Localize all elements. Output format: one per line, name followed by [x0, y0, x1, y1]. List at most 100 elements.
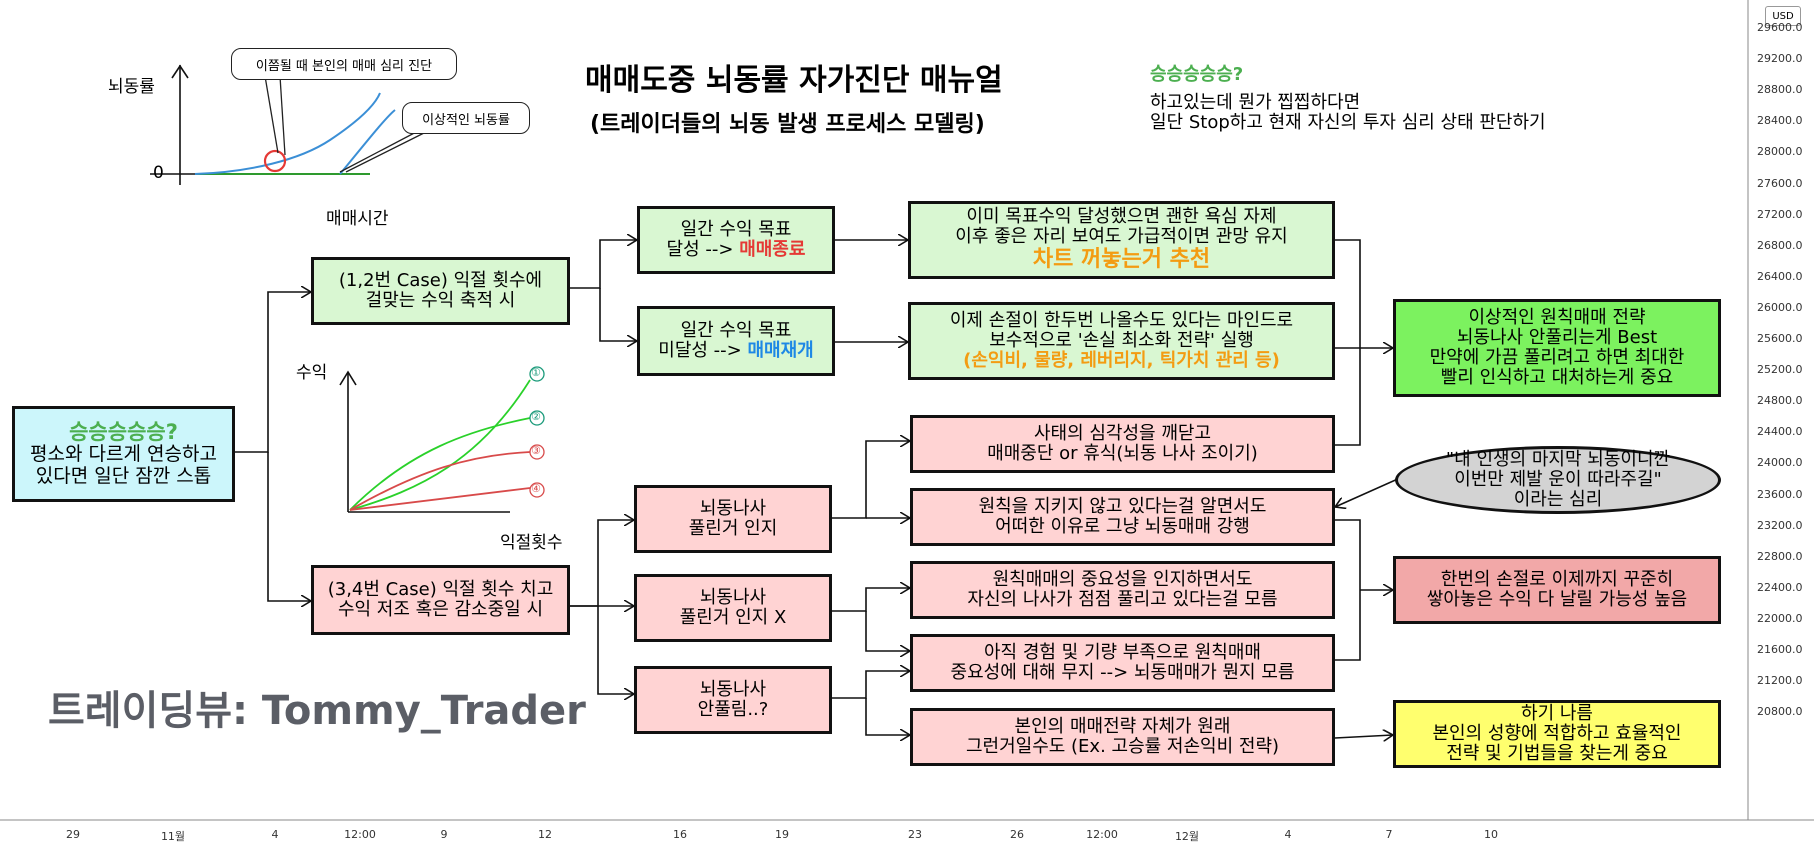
marker-3: ③	[531, 444, 541, 457]
time-tick: 16	[673, 828, 687, 841]
trade-time-axis-label: 매매시간	[326, 209, 389, 229]
marker-4: ④	[531, 482, 541, 495]
goal-unmet-prefix: 미달성 -->	[658, 340, 748, 361]
currency-badge[interactable]: USD	[1765, 6, 1801, 26]
case-12-line-1: (1,2번 Case) 익절 횟수에	[338, 270, 543, 291]
price-tick: 29600.0	[1757, 21, 1803, 34]
price-tick: 24400.0	[1757, 425, 1803, 438]
zero-label: 0	[153, 163, 164, 183]
time-tick: 26	[1010, 828, 1024, 841]
goal-met-line-2: 달성 --> 매매종료	[667, 240, 806, 260]
page-subtitle: (트레이더들의 뇌동 발생 프로세스 모델링)	[590, 112, 985, 137]
time-tick: 7	[1385, 828, 1393, 841]
goal-unmet-line-2: 미달성 --> 매매재개	[658, 341, 813, 361]
author-watermark: 트레이딩뷰: Tommy_Trader	[48, 688, 586, 734]
risk-box: 한번의 손절로 이제까지 꾸준히 쌓아놓은 수익 다 날릴 가능성 높음	[1393, 556, 1721, 624]
case-34-box: (3,4번 Case) 익절 횟수 치고 수익 저조 혹은 감소중일 시	[311, 565, 570, 635]
psychology-line-3: 이라는 심리	[1513, 489, 1603, 510]
price-tick: 23200.0	[1757, 519, 1803, 532]
psychology-line-1: "내 인생의 마지막 뇌동이니깐	[1445, 449, 1671, 470]
case-34-line-2: 수익 저조 혹은 감소중일 시	[337, 599, 544, 620]
take-profit-count-axis-label: 익절횟수	[500, 533, 563, 553]
result-met-line-2: 이후 좋은 자리 보여도 가급적이면 관망 유지	[955, 226, 1288, 247]
stop-trading-highlight: 매매종료	[739, 239, 806, 260]
ideal-line-3: 만약에 가끔 풀리려고 하면 최대한	[1429, 347, 1685, 368]
price-tick: 26800.0	[1757, 239, 1803, 252]
goal-unmet-box: 일간 수익 목표 미달성 --> 매매재개	[637, 306, 835, 376]
unaware-line-1: 뇌동나사	[699, 587, 767, 608]
time-tick: 23	[908, 828, 922, 841]
price-tick: 27200.0	[1757, 208, 1803, 221]
price-tick: 24800.0	[1757, 394, 1803, 407]
price-tick: 27600.0	[1757, 177, 1803, 190]
profit-axis-label: 수익	[296, 363, 328, 383]
price-tick: 28800.0	[1757, 83, 1803, 96]
price-tick: 23600.0	[1757, 488, 1803, 501]
time-tick: 12:00	[344, 828, 376, 841]
case-12-line-2: 걸맞는 수익 축적 시	[365, 290, 516, 311]
start-heading: 승승승승승?	[69, 420, 178, 444]
price-tick: 21200.0	[1757, 674, 1803, 687]
diagnose-callout: 이쯤될 때 본인의 매매 심리 진단	[231, 48, 457, 80]
price-tick: 26000.0	[1757, 301, 1803, 314]
price-tick: 29200.0	[1757, 52, 1803, 65]
time-tick: 19	[775, 828, 789, 841]
result-unmet-box: 이제 손절이 한두번 나올수도 있다는 마인드로 보수적으로 '손실 최소화 전…	[908, 302, 1335, 380]
force-trade-line-1: 원칙을 지키지 않고 있다는걸 알면서도	[978, 496, 1267, 517]
note-heading: 승승승승승?	[1150, 64, 1244, 85]
unaware-line-2: 풀린거 인지 X	[679, 607, 787, 628]
start-line-2: 있다면 일단 잠깐 스톱	[35, 465, 212, 487]
result-unmet-line-1: 이제 손절이 한두번 나올수도 있다는 마인드로	[949, 310, 1294, 331]
ignorant-line-1: 원칙매매의 중요성을 인지하면서도	[992, 569, 1253, 590]
inexperience-line-2: 중요성에 대해 무지 --> 뇌동매매가 뭔지 모름	[950, 662, 1295, 683]
goal-met-box: 일간 수익 목표 달성 --> 매매종료	[637, 206, 835, 274]
goal-met-line-1: 일간 수익 목표	[680, 219, 792, 240]
ignorant-line-2: 자신의 나사가 점점 풀리고 있다는걸 모름	[967, 589, 1278, 610]
aware-line-1: 뇌동나사	[699, 498, 767, 519]
goal-met-prefix: 달성 -->	[666, 239, 740, 260]
find-strategy-line-2: 본인의 성향에 적합하고 효율적인	[1432, 723, 1682, 744]
time-tick: 10	[1484, 828, 1498, 841]
not-loose-line-2: 안풀림..?	[697, 699, 769, 720]
not-loose-box: 뇌동나사 안풀림..?	[634, 666, 832, 734]
time-tick: 12	[538, 828, 552, 841]
result-met-box: 이미 목표수익 달성했으면 괜한 욕심 자제 이후 좋은 자리 보여도 가급적이…	[908, 201, 1335, 279]
price-tick: 22000.0	[1757, 612, 1803, 625]
stop-rest-box: 사태의 심각성을 깨닫고 매매중단 or 휴식(뇌동 나사 조이기)	[910, 415, 1335, 473]
page-title: 매매도중 뇌동률 자가진단 매뉴얼	[585, 63, 1003, 98]
force-trade-line-2: 어떠한 이유로 그냥 뇌동매매 강행	[995, 516, 1250, 537]
inexperience-line-1: 아직 경험 및 기량 부족으로 원칙매매	[983, 642, 1261, 663]
marker-2: ②	[531, 410, 541, 423]
find-strategy-line-1: 하기 나름	[1521, 703, 1593, 724]
price-tick: 28000.0	[1757, 145, 1803, 158]
ignorant-box: 원칙매매의 중요성을 인지하면서도 자신의 나사가 점점 풀리고 있다는걸 모름	[910, 561, 1335, 619]
risk-line-1: 한번의 손절로 이제까지 꾸준히	[1440, 569, 1674, 590]
chart-frame	[0, 0, 1814, 821]
result-unmet-line-2: 보수적으로 '손실 최소화 전략' 실행	[989, 330, 1254, 351]
aware-line-2: 풀린거 인지	[688, 518, 778, 539]
ideal-line-2: 뇌동나사 안풀리는게 Best	[1456, 327, 1658, 348]
price-tick: 22800.0	[1757, 550, 1803, 563]
strategy-line-2: 그런거일수도 (Ex. 고승률 저손익비 전략)	[965, 736, 1280, 757]
stop-rest-line-1: 사태의 심각성을 깨닫고	[1033, 423, 1212, 444]
price-tick: 26400.0	[1757, 270, 1803, 283]
start-box: 승승승승승? 평소와 다르게 연승하고 있다면 일단 잠깐 스톱	[12, 406, 235, 502]
psychology-bubble: "내 인생의 마지막 뇌동이니깐 이번만 제발 운이 따라주길" 이라는 심리	[1395, 446, 1721, 514]
not-loose-line-1: 뇌동나사	[699, 679, 767, 700]
time-tick: 11월	[160, 830, 186, 843]
brain-rate-axis-label: 뇌동률	[108, 77, 155, 97]
find-strategy-box: 하기 나름 본인의 성향에 적합하고 효율적인 전략 및 기법들을 찾는게 중요	[1393, 700, 1721, 768]
price-tick: 22400.0	[1757, 581, 1803, 594]
time-tick: 12월	[1174, 830, 1200, 843]
resume-trading-highlight: 매매재개	[747, 340, 814, 361]
stop-rest-line-2: 매매중단 or 휴식(뇌동 나사 조이기)	[987, 443, 1258, 464]
case-34-line-1: (3,4번 Case) 익절 횟수 치고	[327, 579, 554, 600]
case-12-box: (1,2번 Case) 익절 횟수에 걸맞는 수익 축적 시	[311, 257, 570, 325]
force-trade-box: 원칙을 지키지 않고 있다는걸 알면서도 어떠한 이유로 그냥 뇌동매매 강행	[910, 488, 1335, 546]
marker-1: ①	[531, 366, 541, 379]
time-tick: 4	[1284, 828, 1292, 841]
risk-line-2: 쌓아놓은 수익 다 날릴 가능성 높음	[1426, 589, 1688, 610]
result-met-line-1: 이미 목표수익 달성했으면 괜한 욕심 자제	[966, 206, 1277, 227]
price-tick: 25600.0	[1757, 332, 1803, 345]
brain-rate-chart	[150, 64, 431, 185]
